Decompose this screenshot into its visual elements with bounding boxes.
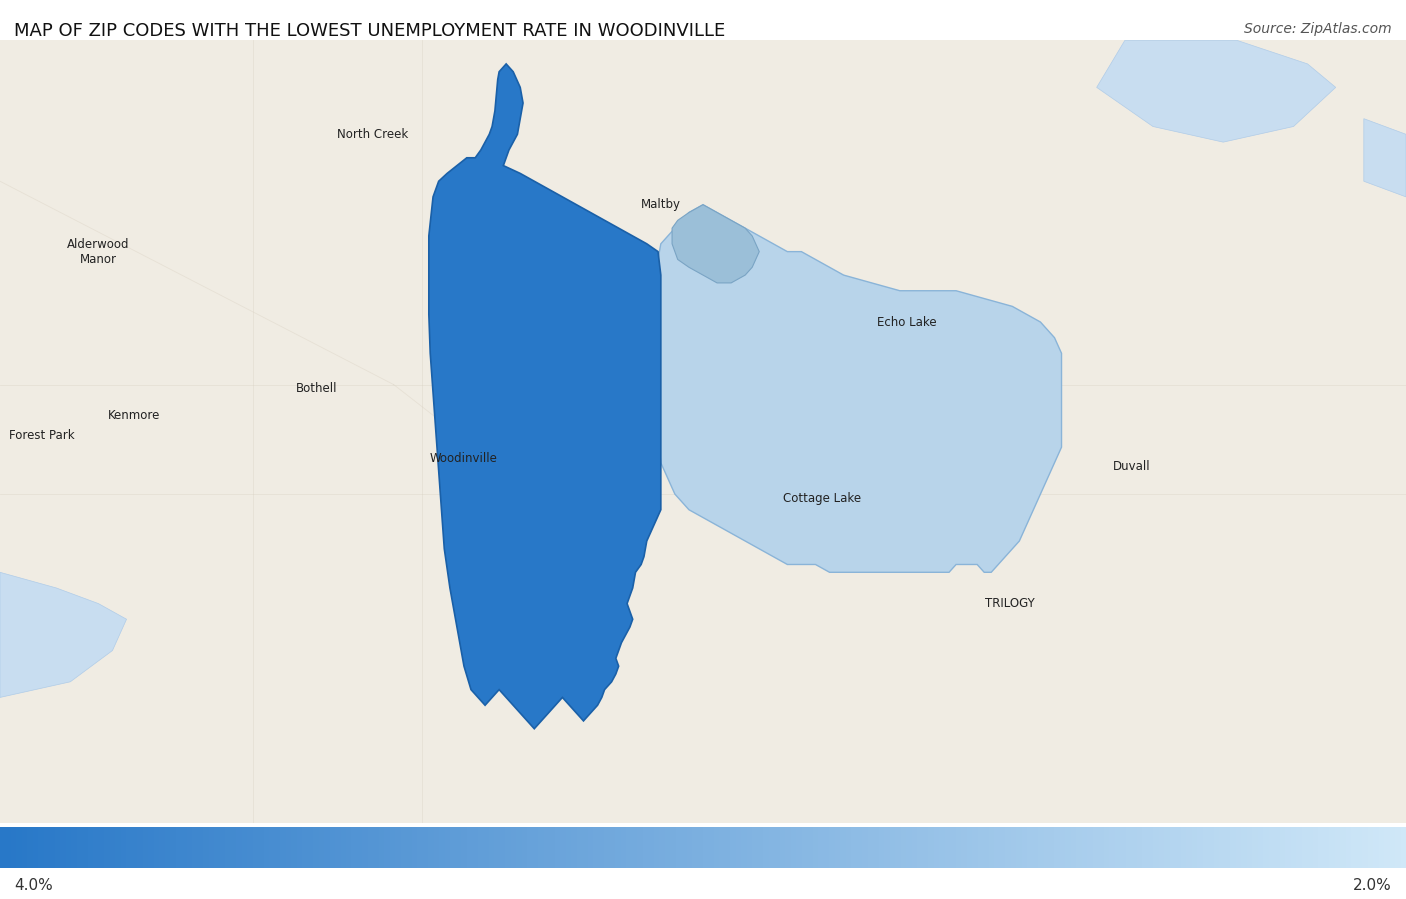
Text: Alderwood
Manor: Alderwood Manor <box>67 237 129 265</box>
Text: Cottage Lake: Cottage Lake <box>783 492 862 504</box>
Text: 4.0%: 4.0% <box>14 878 53 893</box>
Polygon shape <box>429 64 661 729</box>
Polygon shape <box>672 205 759 283</box>
Text: Woodinville: Woodinville <box>430 452 498 466</box>
Text: 2.0%: 2.0% <box>1353 878 1392 893</box>
Text: TRILOGY: TRILOGY <box>984 597 1035 610</box>
Text: Source: ZipAtlas.com: Source: ZipAtlas.com <box>1244 22 1392 37</box>
Text: Kenmore: Kenmore <box>107 409 160 423</box>
Text: MAP OF ZIP CODES WITH THE LOWEST UNEMPLOYMENT RATE IN WOODINVILLE: MAP OF ZIP CODES WITH THE LOWEST UNEMPLO… <box>14 22 725 40</box>
Text: Maltby: Maltby <box>641 198 681 211</box>
Text: Duvall: Duvall <box>1114 460 1150 473</box>
Text: North Creek: North Creek <box>337 128 408 141</box>
Text: Echo Lake: Echo Lake <box>877 316 936 328</box>
Polygon shape <box>1097 40 1336 142</box>
Polygon shape <box>1364 119 1406 197</box>
Polygon shape <box>0 573 127 698</box>
Text: Bothell: Bothell <box>295 382 337 395</box>
Polygon shape <box>650 205 1062 573</box>
Text: Forest Park: Forest Park <box>10 429 75 442</box>
